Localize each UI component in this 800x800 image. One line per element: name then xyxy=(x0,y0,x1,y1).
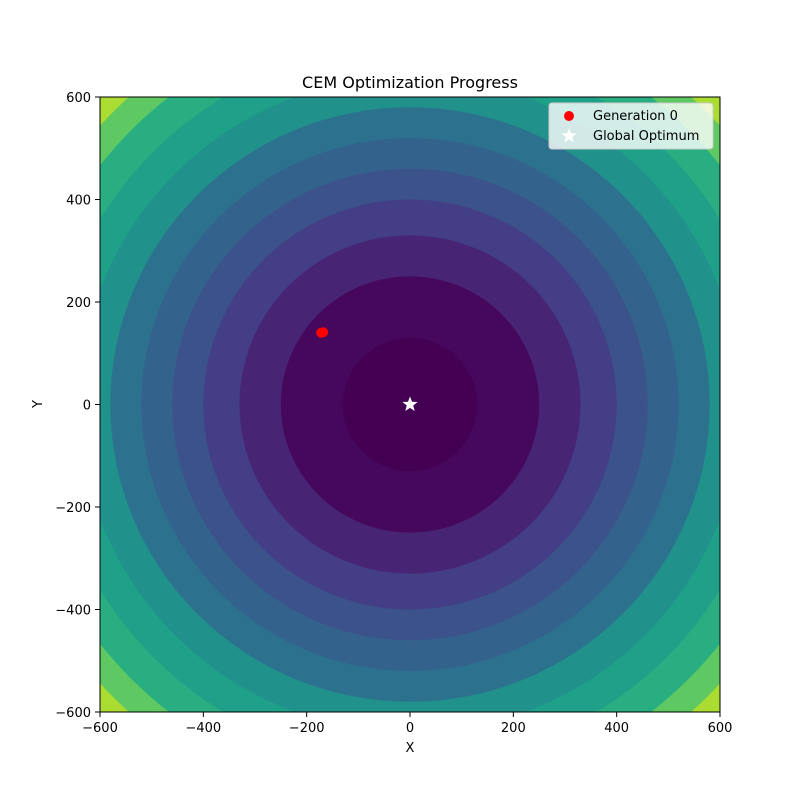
y-tick-label: −600 xyxy=(55,706,91,721)
x-tick-label: 400 xyxy=(604,721,629,736)
global-optimum-marker xyxy=(402,396,418,411)
x-tick-label: 200 xyxy=(501,721,526,736)
legend: Generation 0 Global Optimum xyxy=(548,102,714,150)
x-tick-label: −600 xyxy=(82,721,118,736)
x-axis: −600 −400 −200 0 200 400 600 xyxy=(82,712,732,736)
x-tick-label: 600 xyxy=(708,721,733,736)
y-tick-label: −200 xyxy=(55,501,91,516)
x-tick-label: −200 xyxy=(289,721,325,736)
x-tick-label: −400 xyxy=(185,721,221,736)
legend-marker-global-optimum xyxy=(561,128,577,143)
chart-title: CEM Optimization Progress xyxy=(302,73,518,92)
y-tick-label: 600 xyxy=(66,91,91,106)
legend-label-global-optimum: Global Optimum xyxy=(593,129,699,144)
y-tick-label: 400 xyxy=(66,194,91,209)
y-tick-label: 0 xyxy=(83,399,91,414)
x-axis-label: X xyxy=(406,741,415,756)
y-axis-label: Y xyxy=(31,400,46,409)
legend-box xyxy=(548,102,714,150)
legend-marker-generation-0 xyxy=(564,111,574,121)
x-tick-label: 0 xyxy=(406,721,414,736)
generation-0-point xyxy=(318,327,329,338)
markers-layer xyxy=(316,327,418,411)
y-axis: −600 −400 −200 0 200 400 600 xyxy=(55,91,100,721)
y-tick-label: −400 xyxy=(55,604,91,619)
y-tick-label: 200 xyxy=(66,296,91,311)
legend-label-generation-0: Generation 0 xyxy=(593,109,678,124)
